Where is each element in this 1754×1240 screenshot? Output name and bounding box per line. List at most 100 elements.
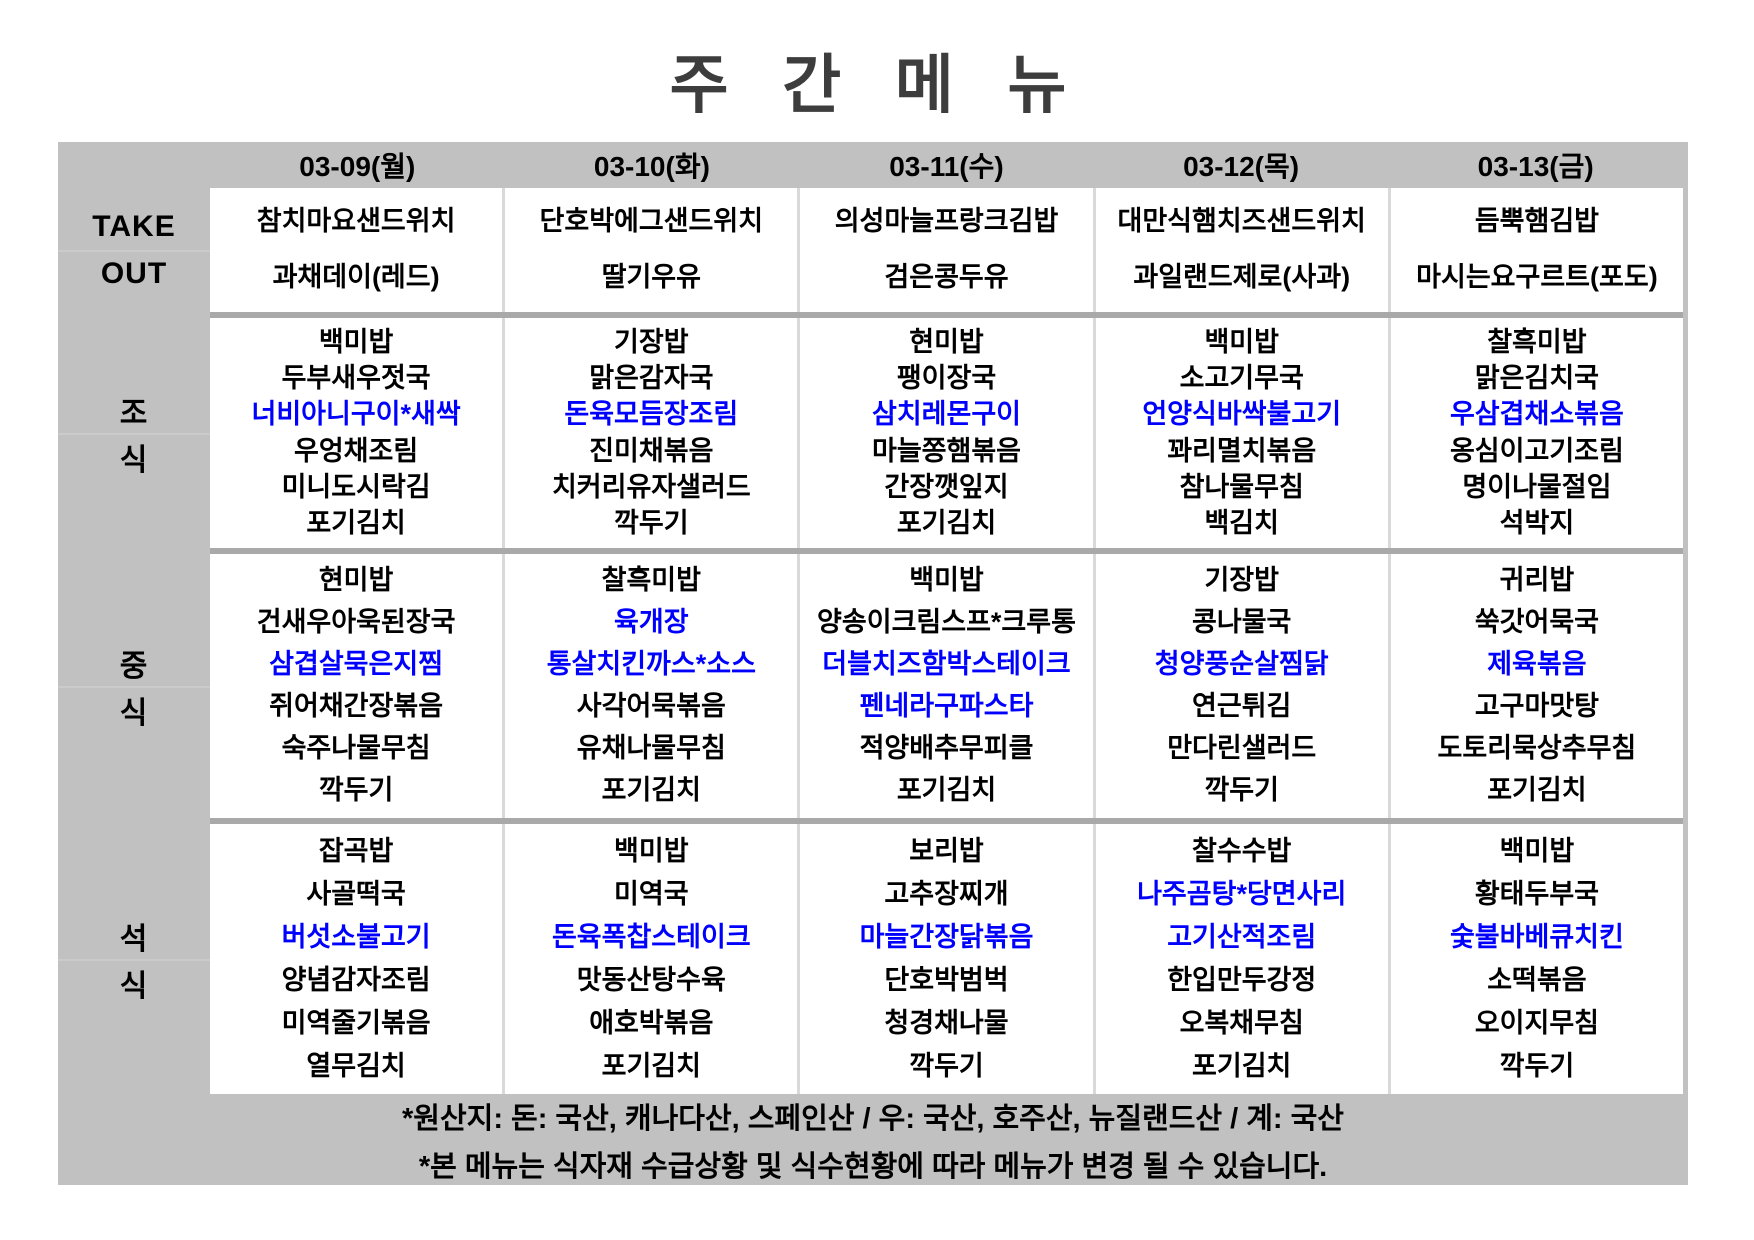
menu-item: 사골떡국 xyxy=(306,878,406,909)
row-label-takeout: TAKE OUT xyxy=(58,188,210,312)
menu-item: 명이나물절임 xyxy=(1462,471,1612,502)
menu-item: 더블치즈함박스테이크 xyxy=(822,649,1071,680)
menu-item: 포기김치 xyxy=(896,508,997,539)
menu-item: 마늘간장닭볶음 xyxy=(859,921,1034,952)
weekly-menu-table: 03-09(월) 03-10(화) 03-11(수) 03-12(목) 03-1… xyxy=(58,142,1688,1185)
section-breakfast: 조 식 백미밥 두부새우젓국 너비아니구이*새싹 우엉채조림 미니도시락김 포기김치 기장… xyxy=(58,318,1688,548)
menu-item: 만다린샐러드 xyxy=(1167,733,1317,764)
menu-item: 참치마요샌드위치 xyxy=(256,206,456,237)
menu-item: 버섯소불고기 xyxy=(281,921,431,952)
menu-item: 간장깻잎지 xyxy=(884,471,1009,502)
menu-item: 과일랜드제로(사과) xyxy=(1133,262,1351,293)
menu-item: 쑥갓어묵국 xyxy=(1474,607,1600,638)
menu-cell: 보리밥 고추장찌개 마늘간장닭볶음 단호박범벅 청경채나물 깍두기 xyxy=(797,824,1093,1094)
column-header-date: 03-11(수) xyxy=(889,151,1004,182)
menu-item: 육개장 xyxy=(614,607,689,638)
menu-item: 깍두기 xyxy=(1499,1050,1575,1081)
menu-item: 딸기우유 xyxy=(601,262,701,293)
menu-item: 소고기무국 xyxy=(1179,362,1304,393)
menu-item: 너비아니구이*새싹 xyxy=(251,399,461,430)
menu-cell: 기장밥 맑은감자국 돈육모듬장조림 진미채볶음 치커리유자샐러드 깍두기 xyxy=(502,318,798,548)
menu-item: 찰흑미밥 xyxy=(601,565,701,596)
menu-item: 콩나물국 xyxy=(1192,607,1292,638)
menu-item: 팽이장국 xyxy=(896,362,997,393)
row-label-line: 식 xyxy=(58,686,210,732)
page-title: 주 간 메 뉴 xyxy=(669,49,1085,121)
menu-item: 깍두기 xyxy=(909,1050,984,1081)
menu-item: 돈육폭찹스테이크 xyxy=(551,921,751,952)
menu-item: 찰흑미밥 xyxy=(1487,326,1587,357)
column-header-date: 03-12(목) xyxy=(1183,151,1300,182)
menu-item: 오이지무침 xyxy=(1474,1007,1600,1038)
menu-item: 마늘쫑햄볶음 xyxy=(871,435,1022,466)
menu-item: 적양배추무피클 xyxy=(859,733,1034,764)
menu-item: 옹심이고기조림 xyxy=(1449,435,1624,466)
section-divider xyxy=(58,818,1688,824)
section-divider xyxy=(58,548,1688,554)
menu-item: 진미채볶음 xyxy=(589,435,714,466)
menu-item: 맛동산탕수육 xyxy=(576,964,726,995)
menu-item: 백미밥 xyxy=(1204,326,1279,357)
section-takeout: TAKE OUT 참치마요샌드위치 과채데이(레드) 단호박에그샌드위치 딸기우유 … xyxy=(58,188,1688,312)
menu-item: 고기산적조림 xyxy=(1167,921,1317,952)
section-dinner: 석 식 잡곡밥 사골떡국 버섯소불고기 양념감자조림 미역줄기볶음 열무김치 백미밥 미역국… xyxy=(58,824,1688,1094)
menu-item: 깍두기 xyxy=(1204,775,1279,806)
menu-item: 기장밥 xyxy=(614,326,689,357)
menu-item: 통살치킨까스*소스 xyxy=(546,649,756,680)
menu-item: 사각어묵볶음 xyxy=(576,691,726,722)
menu-item: 귀리밥 xyxy=(1499,565,1575,596)
menu-item: 한입만두강정 xyxy=(1167,964,1317,995)
menu-item: 고구마맛탕 xyxy=(1474,691,1600,722)
section-divider xyxy=(58,312,1688,318)
menu-item: 애호박볶음 xyxy=(589,1007,714,1038)
menu-item: 마시는요구르트(포도) xyxy=(1416,262,1658,293)
menu-item: 숯불바베큐치킨 xyxy=(1449,921,1624,952)
section-lunch: 중 식 현미밥 건새우아욱된장국 삼겹살묵은지찜 쥐어채간장볶음 숙주나물무침 깍두기 찰… xyxy=(58,554,1688,818)
menu-item: 석박지 xyxy=(1499,508,1575,539)
menu-cell: 찰흑미밥 육개장 통살치킨까스*소스 사각어묵볶음 유채나물무침 포기김치 xyxy=(502,554,798,818)
menu-item: 숙주나물무침 xyxy=(281,733,431,764)
menu-item: 황태두부국 xyxy=(1474,878,1600,909)
row-label-lunch: 중 식 xyxy=(58,554,210,818)
menu-item: 도토리묵상추무침 xyxy=(1437,733,1637,764)
date-header-row: 03-09(월) 03-10(화) 03-11(수) 03-12(목) 03-1… xyxy=(58,142,1688,188)
menu-item: 찰수수밥 xyxy=(1192,835,1292,866)
menu-cell: 기장밥 콩나물국 청양풍순살찜닭 연근튀김 만다린샐러드 깍두기 xyxy=(1092,554,1388,818)
footer-origin-note: *원산지: 돈: 국산, 캐나다산, 스페인산 / 우: 국산, 호주산, 뉴질… xyxy=(402,1102,1344,1135)
menu-item: 돈육모듬장조림 xyxy=(564,399,739,430)
menu-item: 대만식햄치즈샌드위치 xyxy=(1117,206,1366,237)
menu-cell: 백미밥 양송이크림스프*크루통 더블치즈함박스테이크 펜네라구파스타 적양배추무피클 포기… xyxy=(797,554,1093,818)
footer-change-note: *본 메뉴는 식자재 수급상황 및 식수현황에 따라 메뉴가 변경 될 수 있습… xyxy=(418,1150,1328,1183)
menu-item: 삼겹살묵은지찜 xyxy=(269,649,444,680)
menu-cell: 백미밥 소고기무국 언양식바싹불고기 꽈리멸치볶음 참나물무침 백김치 xyxy=(1092,318,1388,548)
menu-item: 쥐어채간장볶음 xyxy=(269,691,444,722)
menu-item: 맑은김치국 xyxy=(1474,362,1600,393)
column-header-date: 03-09(월) xyxy=(299,151,416,182)
menu-item: 단호박에그샌드위치 xyxy=(539,206,764,237)
menu-item: 백미밥 xyxy=(318,326,394,357)
row-label-line: TAKE xyxy=(92,210,176,243)
column-header-date: 03-10(화) xyxy=(593,151,710,182)
menu-item: 두부새우젓국 xyxy=(281,362,431,393)
row-label-line: OUT xyxy=(58,250,210,296)
menu-item: 잡곡밥 xyxy=(318,835,394,866)
menu-item: 백미밥 xyxy=(614,835,689,866)
menu-item: 맑은감자국 xyxy=(589,362,714,393)
menu-item: 소떡볶음 xyxy=(1487,964,1587,995)
row-label-line: 식 xyxy=(58,959,210,1005)
menu-item: 펜네라구파스타 xyxy=(859,691,1034,722)
menu-cell: 백미밥 황태두부국 숯불바베큐치킨 소떡볶음 오이지무침 깍두기 xyxy=(1387,824,1684,1094)
menu-cell: 잡곡밥 사골떡국 버섯소불고기 양념감자조림 미역줄기볶음 열무김치 xyxy=(210,824,503,1094)
menu-item: 포기김치 xyxy=(601,1050,701,1081)
menu-item: 듬뿍햄김밥 xyxy=(1474,206,1600,237)
menu-item: 연근튀김 xyxy=(1192,691,1292,722)
row-label-line: 석 xyxy=(119,923,149,956)
menu-item: 과채데이(레드) xyxy=(272,262,440,293)
menu-item: 유채나물무침 xyxy=(576,733,726,764)
menu-item: 참나물무침 xyxy=(1179,471,1304,502)
menu-item: 기장밥 xyxy=(1204,565,1279,596)
column-header-date: 03-13(금) xyxy=(1477,151,1594,182)
